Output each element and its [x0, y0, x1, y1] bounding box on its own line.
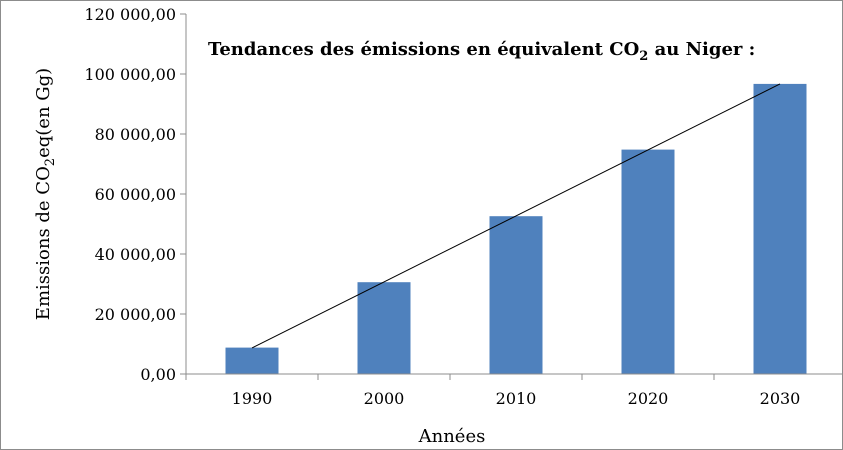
y-tick-label: 100 000,00	[84, 65, 176, 84]
x-axis-title: Années	[418, 426, 486, 447]
x-axis-ticks: 1990 2000 2010 2020 2030	[185, 374, 801, 408]
x-tick-label: 2000	[364, 389, 405, 408]
x-tick-label: 1990	[232, 389, 273, 408]
bar-2020	[621, 149, 675, 374]
bar-series	[225, 83, 807, 375]
y-tick-label: 120 000,00	[84, 5, 176, 24]
y-tick-label: 40 000,00	[95, 245, 176, 264]
y-tick-label: 0,00	[140, 365, 176, 384]
bar-2000	[357, 282, 411, 374]
x-tick-label: 2030	[760, 389, 801, 408]
y-axis-title: Emissions de CO2eq(en Gg)	[33, 68, 58, 320]
y-tick-label: 20 000,00	[95, 305, 176, 324]
y-tick-label: 80 000,00	[95, 125, 176, 144]
bar-1990	[225, 347, 279, 374]
x-tick-label: 2020	[628, 389, 669, 408]
trend-line	[251, 83, 781, 349]
x-tick-label: 2010	[496, 389, 537, 408]
bar-2030	[753, 83, 807, 375]
y-axis-ticks: 0,00 20 000,00 40 000,00 60 000,00 80 000,00…	[84, 5, 186, 384]
chart-title: Tendances des émissions en équivalent CO…	[208, 39, 755, 64]
bar-2010	[489, 216, 543, 374]
y-tick-label: 60 000,00	[95, 185, 176, 204]
